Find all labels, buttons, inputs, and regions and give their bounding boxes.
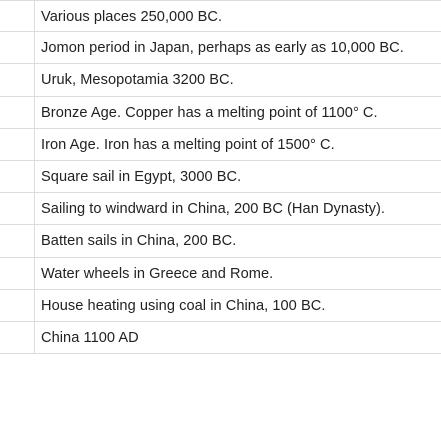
cell-text: China 1100 AD xyxy=(41,329,139,346)
cell-text: Bronze Age. Copper has a melting point o… xyxy=(41,104,378,121)
column-divider xyxy=(34,64,35,96)
table-row[interactable]: Batten sails in China, 200 BC. xyxy=(0,225,441,258)
cell-text: Batten sails in China, 200 BC. xyxy=(41,233,237,250)
column-divider xyxy=(34,225,35,257)
cell-text: Various places 250,000 BC. xyxy=(41,9,223,25)
column-divider xyxy=(34,32,35,64)
table-row[interactable]: Uruk, Mesopotamia 3200 BC. xyxy=(0,64,441,97)
table-row[interactable]: Sailing to windward in China, 200 BC (Ha… xyxy=(0,193,441,226)
table-row[interactable]: Water wheels in Greece and Rome. xyxy=(0,257,441,290)
cell-text: Jomon period in Japan, perhaps as early … xyxy=(41,40,404,57)
column-divider xyxy=(34,1,35,32)
table-row[interactable]: Various places 250,000 BC. xyxy=(0,0,441,33)
cell-text: House heating using coal in China, 100 B… xyxy=(41,297,326,314)
column-divider xyxy=(34,321,35,354)
cell-text: Iron Age. Iron has a melting point of 15… xyxy=(41,136,335,153)
table-row[interactable]: China 1100 AD xyxy=(0,321,441,355)
column-divider xyxy=(34,257,35,289)
table-row[interactable]: House heating using coal in China, 100 B… xyxy=(0,289,441,322)
column-divider xyxy=(34,128,35,160)
column-divider xyxy=(34,193,35,225)
table-row[interactable]: Jomon period in Japan, perhaps as early … xyxy=(0,32,441,65)
table-row[interactable]: Square sail in Egypt, 3000 BC. xyxy=(0,160,441,194)
table-row[interactable]: Iron Age. Iron has a melting point of 15… xyxy=(0,128,441,161)
cell-text: Water wheels in Greece and Rome. xyxy=(41,265,274,282)
cell-text: Square sail in Egypt, 3000 BC. xyxy=(41,168,242,185)
cell-text: Sailing to windward in China, 200 BC (Ha… xyxy=(41,201,386,218)
column-divider xyxy=(34,96,35,128)
table-row[interactable]: Bronze Age. Copper has a melting point o… xyxy=(0,96,441,129)
cell-text: Uruk, Mesopotamia 3200 BC. xyxy=(41,72,234,89)
column-divider xyxy=(34,289,35,321)
column-divider xyxy=(34,160,35,193)
